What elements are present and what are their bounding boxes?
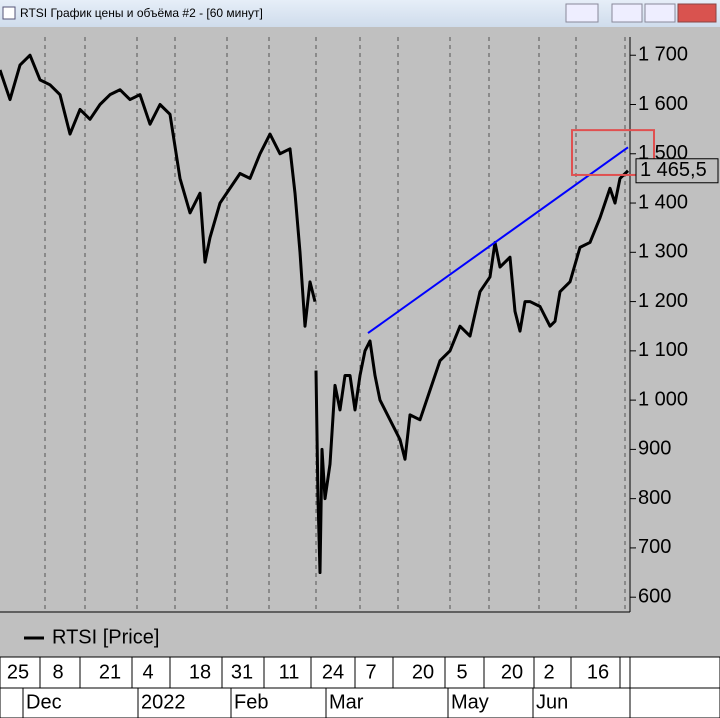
minimize-button[interactable]: [611, 3, 643, 23]
month-label: 2022: [141, 691, 186, 713]
title-bar: [0, 0, 720, 27]
x-tick-label: 21: [99, 661, 121, 683]
y-tick-label: 1 000: [638, 388, 688, 410]
maximize-button[interactable]: [644, 3, 676, 23]
y-tick-label: 1 400: [638, 191, 688, 213]
month-label: Feb: [234, 691, 268, 713]
legend-label: RTSI [Price]: [52, 626, 159, 648]
y-tick-label: 1 300: [638, 241, 688, 263]
y-tick-label: 1 100: [638, 339, 688, 361]
app-icon: [2, 6, 16, 20]
last-price-box: [635, 158, 719, 184]
y-tick-label: 900: [638, 438, 671, 460]
month-label: Mar: [329, 691, 364, 713]
y-tick-label: 1 600: [638, 93, 688, 115]
x-tick-label: 25: [7, 661, 29, 683]
y-tick-label: 600: [638, 585, 671, 607]
last-price-label: 1 465,5: [640, 159, 707, 181]
x-tick-label: 20: [501, 661, 523, 683]
month-label: Dec: [26, 691, 62, 713]
y-tick-label: 800: [638, 487, 671, 509]
x-tick-label: 8: [52, 661, 63, 683]
y-tick-label: 1 700: [638, 44, 688, 66]
highlight-box: [571, 129, 655, 176]
x-tick-label: 31: [231, 661, 253, 683]
x-tick-label: 20: [412, 661, 434, 683]
x-tick-label: 24: [322, 661, 344, 683]
month-label: Jun: [536, 691, 568, 713]
month-label: May: [451, 691, 489, 713]
pin-button[interactable]: [565, 3, 599, 23]
y-tick-label: 700: [638, 536, 671, 558]
x-tick-label: 2: [543, 661, 554, 683]
x-tick-label: 4: [142, 661, 153, 683]
x-tick-label: 16: [587, 661, 609, 683]
x-tick-label: 11: [279, 661, 300, 683]
trend-line: [367, 146, 629, 334]
x-tick-label: 5: [456, 661, 467, 683]
x-tick-label: 7: [365, 661, 376, 683]
window-title: RTSI График цены и объёма #2 - [60 минут…: [20, 6, 263, 20]
x-tick-label: 18: [189, 661, 211, 683]
y-tick-label: 1 200: [638, 290, 688, 312]
price-line: [0, 53, 630, 575]
close-button[interactable]: [677, 3, 717, 23]
